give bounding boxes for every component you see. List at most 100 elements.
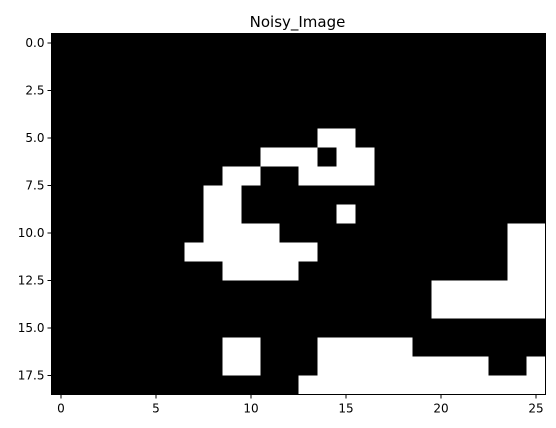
heatmap-cell xyxy=(184,185,204,205)
heatmap-cell xyxy=(51,204,71,224)
heatmap-cell xyxy=(108,318,128,338)
heatmap-cell xyxy=(241,90,261,110)
heatmap-cell xyxy=(127,166,147,186)
heatmap-cell xyxy=(450,299,470,319)
heatmap-cell xyxy=(298,166,318,186)
heatmap-cell xyxy=(507,375,527,395)
heatmap-cell xyxy=(146,109,166,129)
heatmap-cell xyxy=(89,185,109,205)
heatmap-cell xyxy=(165,90,185,110)
heatmap-cell xyxy=(450,280,470,300)
heatmap-cell xyxy=(412,318,432,338)
heatmap-cell xyxy=(222,242,242,262)
heatmap-cell xyxy=(298,128,318,148)
heatmap-cell xyxy=(260,90,280,110)
heatmap-cell xyxy=(51,147,71,167)
heatmap-cell xyxy=(317,109,337,129)
heatmap-cell xyxy=(241,318,261,338)
heatmap-cell xyxy=(431,204,451,224)
heatmap-cell xyxy=(127,337,147,357)
heatmap-cell xyxy=(279,185,299,205)
heatmap-cell xyxy=(260,261,280,281)
heatmap-cell xyxy=(469,299,489,319)
heatmap-cell xyxy=(279,337,299,357)
heatmap-cell xyxy=(184,280,204,300)
heatmap-cell xyxy=(222,33,242,53)
heatmap-cell xyxy=(450,375,470,395)
heatmap-cell xyxy=(222,52,242,72)
heatmap-cell xyxy=(355,242,375,262)
heatmap-cell xyxy=(260,242,280,262)
heatmap-cell xyxy=(393,375,413,395)
heatmap-cell xyxy=(412,33,432,53)
heatmap-cell xyxy=(469,52,489,72)
heatmap-cell xyxy=(260,109,280,129)
heatmap-cell xyxy=(298,356,318,376)
heatmap-cell xyxy=(279,356,299,376)
heatmap-cell xyxy=(108,52,128,72)
heatmap-cell xyxy=(89,128,109,148)
heatmap-cell xyxy=(450,90,470,110)
heatmap-cell xyxy=(184,33,204,53)
heatmap-cell xyxy=(526,204,546,224)
heatmap-cell xyxy=(355,299,375,319)
heatmap-cell xyxy=(336,52,356,72)
heatmap-cell xyxy=(51,375,71,395)
heatmap-cell xyxy=(469,109,489,129)
heatmap-cell xyxy=(222,147,242,167)
heatmap-cell xyxy=(70,356,90,376)
heatmap-cell xyxy=(393,261,413,281)
heatmap-cell xyxy=(317,33,337,53)
heatmap-cell xyxy=(393,299,413,319)
heatmap-cell xyxy=(431,128,451,148)
heatmap-cell xyxy=(51,52,71,72)
heatmap-cell xyxy=(222,128,242,148)
heatmap-cell xyxy=(222,375,242,395)
heatmap-cell xyxy=(507,166,527,186)
heatmap-cell xyxy=(355,71,375,91)
x-tick-label: 15 xyxy=(338,402,353,416)
heatmap-cell xyxy=(336,204,356,224)
heatmap-cell xyxy=(355,52,375,72)
heatmap-cell xyxy=(412,242,432,262)
heatmap-cell xyxy=(241,166,261,186)
heatmap-cell xyxy=(469,375,489,395)
heatmap-cell xyxy=(70,337,90,357)
heatmap-cell xyxy=(450,52,470,72)
heatmap-cell xyxy=(222,71,242,91)
heatmap-cell xyxy=(279,204,299,224)
heatmap-cell xyxy=(526,90,546,110)
heatmap-cell xyxy=(526,242,546,262)
heatmap-cell xyxy=(260,33,280,53)
heatmap-cell xyxy=(184,375,204,395)
heatmap-cell xyxy=(507,223,527,243)
heatmap-cell xyxy=(165,375,185,395)
heatmap-cell xyxy=(203,299,223,319)
heatmap-cell xyxy=(488,261,508,281)
heatmap-cell xyxy=(431,318,451,338)
heatmap-cell xyxy=(374,242,394,262)
heatmap-cell xyxy=(298,185,318,205)
heatmap-cell xyxy=(526,128,546,148)
heatmap-cell xyxy=(488,90,508,110)
heatmap-cell xyxy=(70,90,90,110)
heatmap-cell xyxy=(51,128,71,148)
heatmap-cell xyxy=(146,33,166,53)
heatmap-cell xyxy=(526,71,546,91)
heatmap-cell xyxy=(393,90,413,110)
heatmap-cell xyxy=(412,147,432,167)
heatmap-cell xyxy=(336,356,356,376)
heatmap-cell xyxy=(108,337,128,357)
heatmap-cell xyxy=(355,204,375,224)
heatmap-cell xyxy=(146,166,166,186)
heatmap-cell xyxy=(355,261,375,281)
heatmap-cell xyxy=(526,147,546,167)
heatmap-cell xyxy=(507,185,527,205)
heatmap-cell xyxy=(108,71,128,91)
heatmap-cell xyxy=(450,71,470,91)
heatmap-cell xyxy=(488,204,508,224)
heatmap-cell xyxy=(431,299,451,319)
heatmap-cell xyxy=(165,337,185,357)
heatmap-cell xyxy=(431,337,451,357)
heatmap-cell xyxy=(127,33,147,53)
